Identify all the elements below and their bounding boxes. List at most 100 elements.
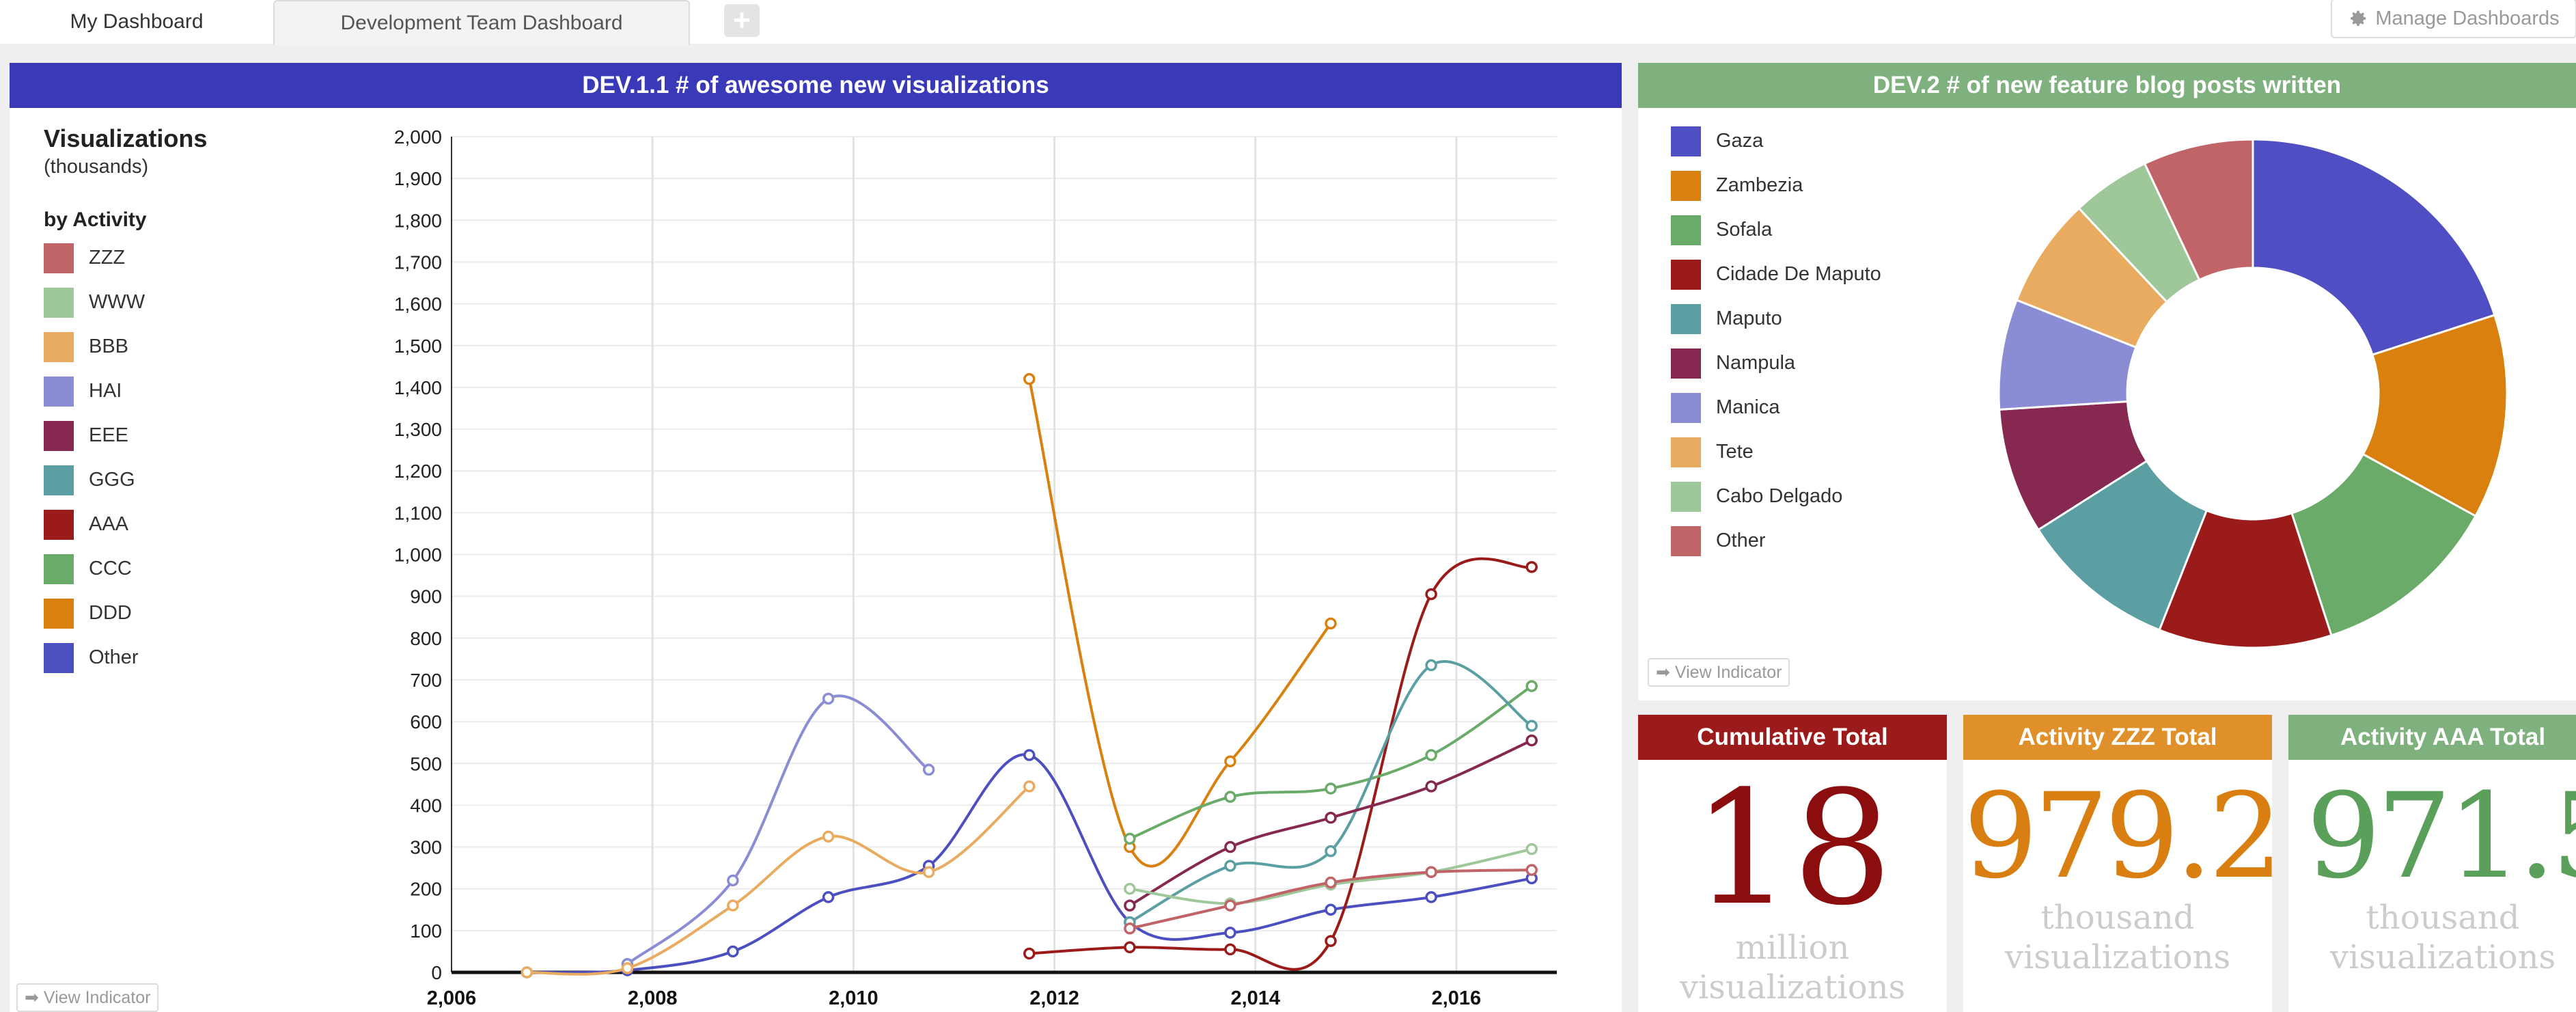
plus-icon: +	[733, 3, 751, 37]
legend-label: GGG	[89, 469, 135, 491]
pie-legend-item[interactable]: Nampula	[1671, 341, 1881, 385]
legend-item[interactable]: HAI	[44, 369, 207, 413]
legend-swatch	[1671, 259, 1701, 290]
pie-legend-item[interactable]: Manica	[1671, 385, 1881, 430]
data-point	[1425, 588, 1437, 601]
y-tick-label: 1,900	[394, 168, 442, 189]
dev1-header: DEV.1.1 # of awesome new visualizations	[10, 63, 1622, 108]
data-point	[822, 891, 835, 903]
legend-swatch	[44, 465, 74, 495]
legend-item[interactable]: WWW	[44, 280, 207, 325]
x-tick-label: 2,016	[1432, 987, 1482, 1009]
pie-slice-gaza[interactable]	[2252, 138, 2496, 357]
pie-legend-item[interactable]: Zambezia	[1671, 163, 1881, 208]
pie-legend-label: Other	[1716, 530, 1766, 551]
y-tick-label: 900	[410, 586, 442, 607]
pie-slice-sofala[interactable]	[2290, 452, 2478, 637]
legend-swatch	[1671, 437, 1701, 467]
data-point	[1325, 617, 1337, 630]
data-point	[1525, 864, 1538, 876]
legend-label: ZZZ	[89, 247, 126, 269]
data-point	[1425, 749, 1437, 761]
y-tick-label: 700	[410, 670, 442, 691]
legend-item[interactable]: BBB	[44, 325, 207, 369]
dev2-panel: DEV.2 # of new feature blog posts writte…	[1638, 63, 2576, 700]
data-point	[727, 874, 739, 887]
pie-legend-label: Nampula	[1716, 352, 1796, 374]
series-line-ddd	[1027, 379, 1332, 868]
legend-swatch	[44, 553, 74, 584]
pie-legend-item[interactable]: Other	[1671, 519, 1881, 563]
y-tick-label: 0	[431, 962, 442, 983]
legend-label: BBB	[89, 336, 129, 357]
pie-legend-item[interactable]: Gaza	[1671, 119, 1881, 163]
view-indicator-button[interactable]: ➡ View Indicator	[1648, 658, 1790, 687]
pie-legend-item[interactable]: Cabo Delgado	[1671, 474, 1881, 519]
view-indicator-label: View Indicator	[43, 988, 151, 1007]
data-point	[1425, 891, 1437, 903]
kpi-unit: visualizations	[2329, 938, 2556, 976]
y-tick-label: 1,100	[394, 502, 442, 523]
tab-development-team-dashboard[interactable]: Development Team Dashboard	[273, 0, 690, 45]
legend-item[interactable]: Other	[44, 635, 207, 680]
kpi-unit: visualizations	[1679, 968, 1906, 1007]
legend-item[interactable]: GGG	[44, 458, 207, 502]
y-tick-label: 200	[410, 879, 442, 900]
legend-item[interactable]: EEE	[44, 413, 207, 458]
legend-item[interactable]: ZZZ	[44, 236, 207, 280]
data-point	[1124, 941, 1136, 954]
legend-item[interactable]: CCC	[44, 547, 207, 591]
legend-item[interactable]: DDD	[44, 591, 207, 635]
arrow-right-icon: ➡	[1656, 663, 1670, 682]
legend-swatch	[44, 243, 74, 273]
data-point	[822, 830, 835, 843]
data-point	[727, 945, 739, 958]
legend-swatch	[44, 420, 74, 451]
legend-label: HAI	[89, 380, 122, 402]
tab-my-dashboard[interactable]: My Dashboard	[70, 10, 204, 33]
pie-legend-item[interactable]: Tete	[1671, 430, 1881, 474]
y-tick-label: 2,000	[394, 126, 442, 148]
data-point	[1023, 749, 1036, 761]
add-dashboard-button[interactable]: +	[724, 3, 760, 37]
kpi-value: 979.2	[1963, 767, 2272, 905]
pie-slice-zambezia[interactable]	[2362, 314, 2508, 518]
legend-swatch	[1671, 348, 1701, 379]
y-tick-label: 1,500	[394, 336, 442, 357]
y-tick-label: 1,600	[394, 294, 442, 315]
pie-legend-item[interactable]: Sofala	[1671, 208, 1881, 252]
data-point	[1525, 680, 1538, 692]
tab-bar: My Dashboard Development Team Dashboard …	[0, 0, 2576, 45]
pie-legend-item[interactable]: Cidade De Maputo	[1671, 252, 1881, 297]
legend-subtitle: (thousands)	[44, 156, 149, 178]
legend-swatch	[1671, 303, 1701, 334]
data-point	[1425, 780, 1437, 793]
legend-title: Visualizations	[44, 124, 208, 152]
data-point	[1325, 876, 1337, 889]
legend-swatch	[44, 509, 74, 540]
legend-swatch	[1671, 170, 1701, 201]
view-indicator-button[interactable]: ➡ View Indicator	[16, 983, 159, 1012]
pie-legend-item[interactable]: Maputo	[1671, 297, 1881, 341]
data-point	[727, 899, 739, 912]
data-point	[1525, 561, 1538, 573]
data-point	[1224, 899, 1236, 912]
x-tick-label: 2,014	[1230, 987, 1280, 1009]
donut-chart	[1997, 138, 2508, 649]
kpi-value: 18	[1692, 758, 1893, 940]
y-tick-label: 800	[410, 628, 442, 649]
legend-swatch	[1671, 525, 1701, 556]
pie-slice-other[interactable]	[2143, 138, 2254, 282]
manage-dashboards-button[interactable]: Manage Dashboards	[2331, 0, 2576, 38]
data-point	[1023, 947, 1036, 960]
series-line-bbb	[527, 785, 1031, 976]
data-point	[1124, 882, 1136, 895]
pie-legend: Gaza Zambezia Sofala Cidade De Maputo Maputo…	[1671, 119, 1881, 563]
x-tick-label: 2,012	[1029, 987, 1079, 1009]
data-point	[621, 962, 634, 974]
legend-item[interactable]: AAA	[44, 502, 207, 547]
y-tick-label: 500	[410, 753, 442, 774]
data-point	[1023, 372, 1036, 385]
pie-legend-label: Tete	[1716, 441, 1754, 463]
kpi-unit: visualizations	[2004, 938, 2231, 976]
